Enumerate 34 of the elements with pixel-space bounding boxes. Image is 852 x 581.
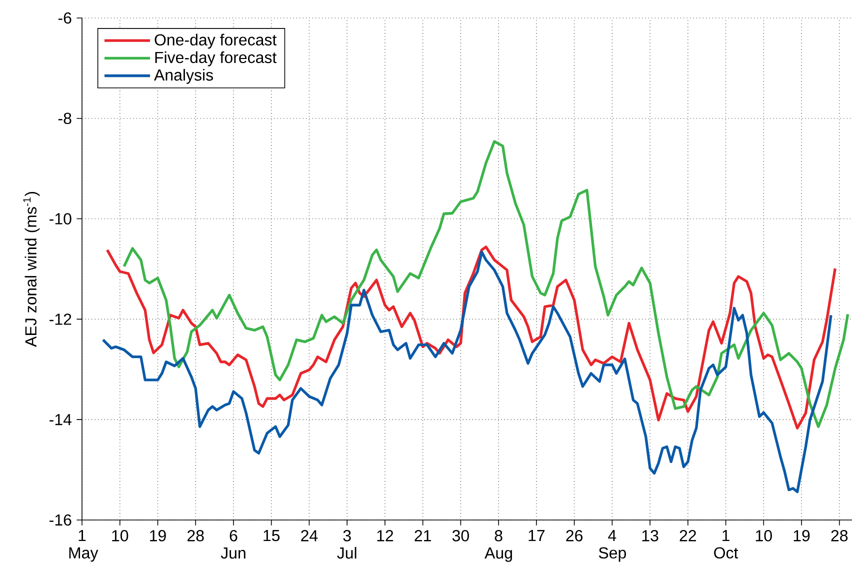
x-tick-label: 28 <box>188 530 204 542</box>
x-tick-label: 8 Aug <box>484 530 512 562</box>
x-tick-label: 12 <box>377 530 394 542</box>
line-series <box>122 140 850 428</box>
x-tick-label: 19 <box>150 530 166 542</box>
x-tick-label: 13 <box>642 530 658 542</box>
x-tick-label: 22 <box>680 530 696 542</box>
x-tick-label: 24 <box>301 530 318 542</box>
x-tick-label: 15 <box>264 530 280 542</box>
y-tick-label: -8 <box>58 112 72 124</box>
x-tick-label: 21 <box>414 530 431 542</box>
x-tick-label: 19 <box>794 530 810 542</box>
x-tick-label: 26 <box>566 530 582 542</box>
y-tick-label: -12 <box>50 314 72 325</box>
x-tick-label: 30 <box>452 530 469 542</box>
line-series <box>106 246 837 430</box>
x-tick-label: 3 Jul <box>337 530 356 559</box>
line-series <box>102 250 832 494</box>
y-tick-label: -14 <box>50 414 72 426</box>
x-tick-label: 17 <box>528 530 545 542</box>
legend-label: Five-day forecast <box>155 51 277 66</box>
x-tick-label: 1 Oct <box>714 530 738 559</box>
y-tick-label: -16 <box>50 514 72 526</box>
y-tick-label: -6 <box>58 12 72 24</box>
legend-label: Analysis <box>154 68 213 84</box>
x-tick-label: 10 <box>756 530 772 542</box>
legend-label: One-day forecast <box>154 34 277 49</box>
y-axis-title: AEJ zonal wind (ms$^{-1}$) <box>23 192 40 347</box>
x-tick-label: 6 Jun <box>220 530 246 559</box>
y-tick-label: -10 <box>50 213 72 224</box>
x-tick-label: 28 <box>831 530 848 542</box>
x-tick-label: 10 <box>112 530 128 542</box>
x-tick-label: 1 May <box>69 530 98 562</box>
x-tick-label: 4 Sep <box>598 530 626 562</box>
